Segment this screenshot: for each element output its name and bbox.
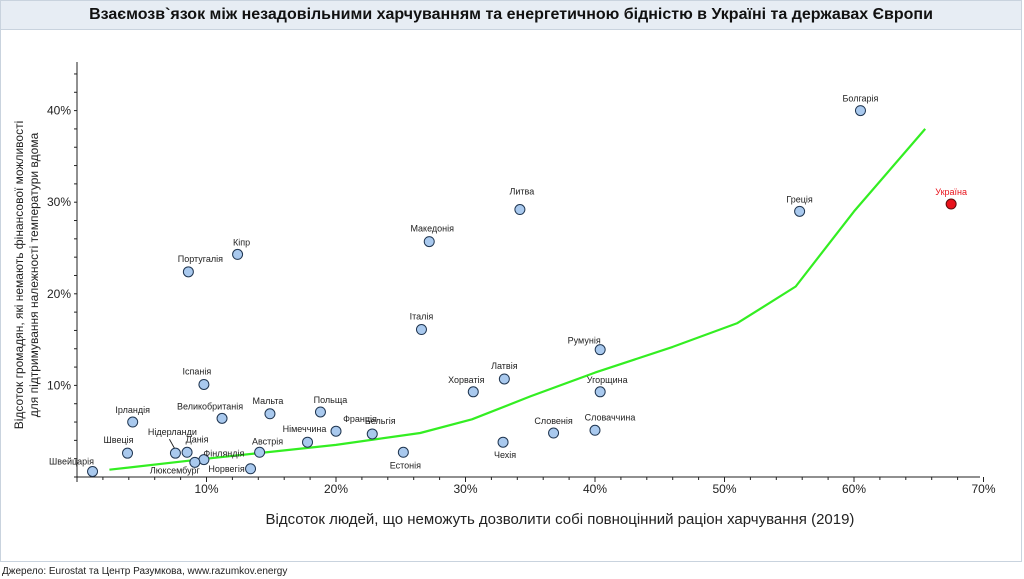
y-axis-title-line-1: Відсоток громадян, які немають фінансово… bbox=[12, 121, 26, 430]
leader-line bbox=[168, 438, 175, 449]
data-point bbox=[122, 447, 134, 459]
point-label: Швейцарія bbox=[49, 457, 94, 467]
data-point bbox=[594, 386, 606, 398]
data-point bbox=[945, 198, 957, 210]
data-point bbox=[314, 406, 326, 418]
data-point bbox=[182, 266, 194, 278]
x-tick-label: 30% bbox=[453, 482, 477, 496]
point-label: Австрія bbox=[252, 436, 283, 446]
point-label: Норвегія bbox=[208, 464, 244, 474]
x-tick-label: 50% bbox=[712, 482, 736, 496]
data-point bbox=[216, 412, 228, 424]
y-tick-label: 40% bbox=[47, 104, 71, 118]
point-label: Італія bbox=[410, 312, 434, 322]
data-point bbox=[854, 105, 866, 117]
x-tick-label: 70% bbox=[971, 482, 995, 496]
point-label: Німеччина bbox=[283, 424, 327, 434]
y-axis-title-line-2: для підтримування належності температури… bbox=[27, 132, 41, 417]
point-label: Польща bbox=[314, 395, 348, 405]
point-label: Румунія bbox=[568, 336, 601, 346]
point-label: Словаччина bbox=[585, 412, 636, 422]
chart-title: Взаємозв`язок між незадовільними харчува… bbox=[89, 6, 933, 23]
y-tick-label: 30% bbox=[47, 195, 71, 209]
point-label: Болгарія bbox=[843, 94, 879, 104]
data-point bbox=[415, 324, 427, 336]
x-tick-label: 10% bbox=[194, 482, 218, 496]
data-point bbox=[366, 428, 378, 440]
data-point bbox=[169, 447, 181, 459]
data-point bbox=[397, 446, 409, 458]
point-label: Україна bbox=[935, 187, 967, 197]
data-point bbox=[514, 204, 526, 216]
point-label: Нідерланди bbox=[148, 427, 197, 437]
point-label: Греція bbox=[786, 194, 813, 204]
data-point bbox=[302, 436, 314, 448]
point-label: Латвія bbox=[491, 361, 518, 371]
point-label: Чехія bbox=[494, 450, 516, 460]
point-label: Литва bbox=[510, 187, 535, 197]
point-label: Македонія bbox=[410, 224, 454, 234]
data-point bbox=[497, 436, 509, 448]
data-point bbox=[589, 424, 601, 436]
trend-line bbox=[109, 128, 927, 471]
data-point bbox=[467, 386, 479, 398]
point-label: Естонія bbox=[390, 460, 421, 470]
data-point bbox=[189, 456, 201, 468]
data-point bbox=[794, 205, 806, 217]
data-point bbox=[254, 446, 266, 458]
axes: 10% 20% 30% 40% 50% 60% 70% 10% 20% 30% 40% bbox=[47, 62, 996, 496]
trend-layer bbox=[109, 128, 927, 471]
y-tick-label: 10% bbox=[47, 378, 71, 392]
y-tick-label: 20% bbox=[47, 287, 71, 301]
chart-frame bbox=[0, 30, 1022, 562]
point-label: Мальта bbox=[253, 396, 284, 406]
points-layer bbox=[87, 105, 957, 478]
point-label: Іспанія bbox=[183, 366, 212, 376]
data-point bbox=[232, 248, 244, 260]
data-point bbox=[330, 425, 342, 437]
data-point bbox=[594, 344, 606, 356]
source-note: Джерело: Eurostat та Центр Разумкова, ww… bbox=[2, 566, 288, 577]
labels-layer: Болгарія Україна Греція Литва Македонія Кіпр П… bbox=[49, 94, 967, 476]
data-point bbox=[181, 446, 193, 458]
point-label: Люксембург bbox=[150, 465, 201, 475]
data-point bbox=[245, 463, 257, 475]
point-label: Данія bbox=[186, 434, 209, 444]
point-label: Швеція bbox=[104, 435, 134, 445]
point-label: Ірландія bbox=[115, 405, 150, 415]
data-point bbox=[127, 416, 139, 428]
point-label: Кіпр bbox=[233, 237, 250, 247]
point-label: Португалія bbox=[178, 254, 223, 264]
x-tick-label: 40% bbox=[583, 482, 607, 496]
point-label: Угорщина bbox=[587, 375, 628, 385]
data-point bbox=[498, 373, 510, 385]
x-tick-label: 20% bbox=[324, 482, 348, 496]
point-label: Бельгія bbox=[365, 416, 396, 426]
x-axis-title: Відсоток людей, що неможуть дозволити со… bbox=[266, 511, 855, 528]
data-point bbox=[423, 236, 435, 248]
title-bar: Взаємозв`язок між незадовільними харчува… bbox=[0, 0, 1022, 30]
data-point bbox=[87, 466, 99, 478]
data-point bbox=[264, 408, 276, 420]
point-label: Великобританія bbox=[177, 401, 243, 411]
data-point bbox=[548, 427, 560, 439]
x-tick-label: 60% bbox=[842, 482, 866, 496]
point-label: Словенія bbox=[534, 416, 573, 426]
data-point bbox=[198, 378, 210, 390]
point-label: Франція bbox=[343, 414, 377, 424]
point-label: Хорватія bbox=[448, 375, 485, 385]
point-label: Фінляндія bbox=[203, 449, 244, 459]
